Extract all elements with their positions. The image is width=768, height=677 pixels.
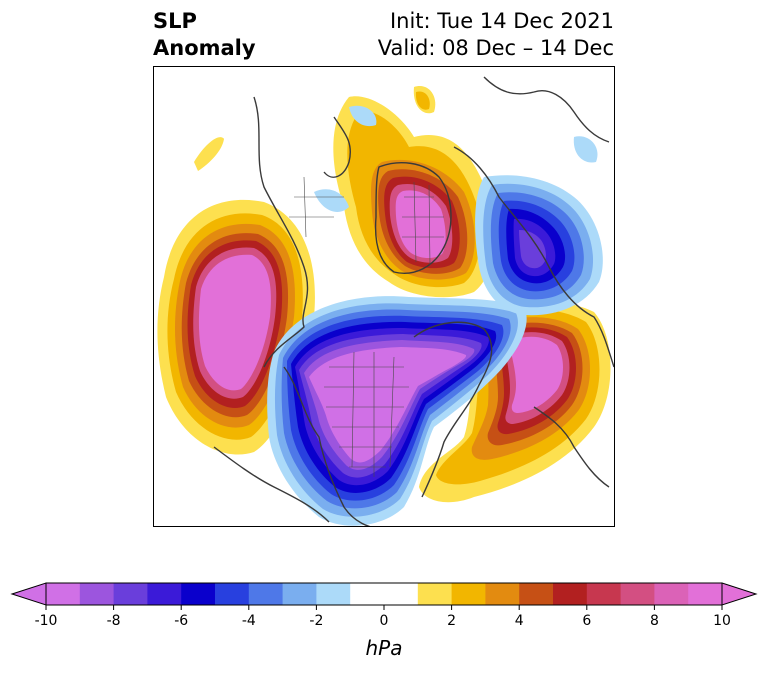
colorbar-swatch <box>181 583 216 605</box>
state-borders <box>289 176 444 477</box>
colorbar-swatch <box>688 583 723 605</box>
anomaly-minor-features <box>194 86 598 212</box>
anomaly-low-europe <box>475 175 603 316</box>
colorbar-tick-label: 10 <box>713 613 731 629</box>
colorbar-swatch <box>215 583 250 605</box>
colorbar-swatch <box>519 583 554 605</box>
colorbar-swatch <box>147 583 182 605</box>
colorbar-swatch <box>417 583 453 605</box>
colorbar-tick-label: -4 <box>242 613 256 629</box>
map-panel <box>153 66 615 527</box>
valid-range: Valid: 08 Dec – 14 Dec <box>377 36 614 60</box>
colorbar-swatch <box>654 583 689 605</box>
colorbar-swatch <box>485 583 520 605</box>
colorbar-swatch <box>620 583 655 605</box>
colorbar-tick-label: 2 <box>447 613 456 629</box>
title-subvariable: Anomaly <box>153 36 256 60</box>
colorbar-tick-label: -10 <box>35 613 58 629</box>
colorbar-swatch <box>384 583 419 605</box>
colorbar-swatch <box>113 583 148 605</box>
chart-title: SLP Anomaly <box>153 8 256 62</box>
colorbar: -10 -8 -6 -4 -2 0 2 4 6 8 10 <box>0 575 768 673</box>
colorbar-swatch <box>350 583 385 605</box>
colorbar-tick-label: -6 <box>174 613 188 629</box>
colorbar-tick-label: -8 <box>107 613 121 629</box>
colorbar-tick-label: -2 <box>309 613 323 629</box>
colorbar-tick-label: 4 <box>515 613 524 629</box>
title-variable: SLP <box>153 9 197 33</box>
colorbar-swatch <box>316 583 351 605</box>
slp-anomaly-map <box>157 76 614 526</box>
chart-dates: Init: Tue 14 Dec 2021 Valid: 08 Dec – 14… <box>378 8 614 62</box>
colorbar-swatch <box>46 583 81 605</box>
coastlines <box>213 76 614 526</box>
colorbar-swatch <box>248 583 284 605</box>
colorbar-swatch <box>553 583 588 605</box>
init-date: Init: Tue 14 Dec 2021 <box>389 9 614 33</box>
colorbar-tick-label: 6 <box>582 613 591 629</box>
colorbar-swatch <box>282 583 317 605</box>
colorbar-tick-label: 0 <box>380 613 389 629</box>
colorbar-svg: -10 -8 -6 -4 -2 0 2 4 6 8 10 <box>10 582 758 629</box>
colorbar-swatch <box>79 583 115 605</box>
colorbar-swatch <box>451 583 486 605</box>
colorbar-unit-label: hPa <box>365 636 403 660</box>
colorbar-extend-max <box>721 582 758 606</box>
colorbar-extend-min <box>10 582 47 606</box>
colorbar-swatch <box>586 583 622 605</box>
colorbar-tick-label: 8 <box>650 613 659 629</box>
